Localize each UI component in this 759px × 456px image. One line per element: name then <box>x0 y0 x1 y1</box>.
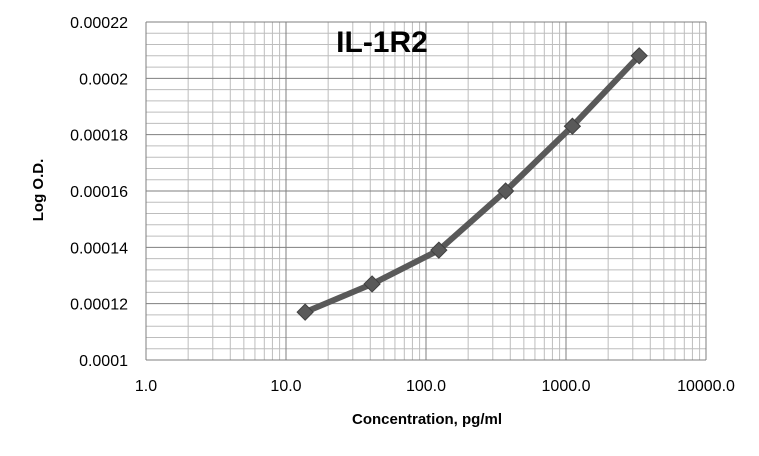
data-point-marker <box>496 182 515 200</box>
y-tick-label: 0.00016 <box>70 184 128 201</box>
y-tick-label: 0.00018 <box>70 128 128 145</box>
y-tick-label: 0.00022 <box>70 15 128 32</box>
y-tick-label: 0.0002 <box>79 71 128 88</box>
x-tick-label: 1.0 <box>135 378 157 395</box>
y-tick-label: 0.0001 <box>79 353 128 370</box>
data-point-marker <box>630 47 648 65</box>
series-line <box>302 52 643 316</box>
chart-title: IL-1R2 <box>336 26 428 59</box>
x-axis-title: Concentration, pg/ml <box>352 411 502 428</box>
x-tick-label: 1000.0 <box>542 378 591 395</box>
data-point-marker <box>563 117 582 135</box>
x-tick-label: 100.0 <box>406 378 446 395</box>
x-axis-tick-labels: 1.0 10.0 100.0 1000.0 10000.0 <box>135 378 735 395</box>
data-point-marker <box>430 241 448 259</box>
data-point-marker <box>363 275 381 293</box>
x-tick-label: 10.0 <box>270 378 301 395</box>
y-tick-label: 0.00014 <box>70 240 128 257</box>
y-tick-label: 0.00012 <box>70 297 128 314</box>
series-layer <box>296 47 648 321</box>
data-point-marker <box>296 303 314 321</box>
y-axis-title: Log O.D. <box>30 159 47 222</box>
major-gridlines <box>145 21 707 361</box>
y-axis-tick-labels: 0.0001 0.00012 0.00014 0.00016 0.00018 0.0002… <box>70 15 128 370</box>
x-tick-label: 10000.0 <box>677 378 735 395</box>
